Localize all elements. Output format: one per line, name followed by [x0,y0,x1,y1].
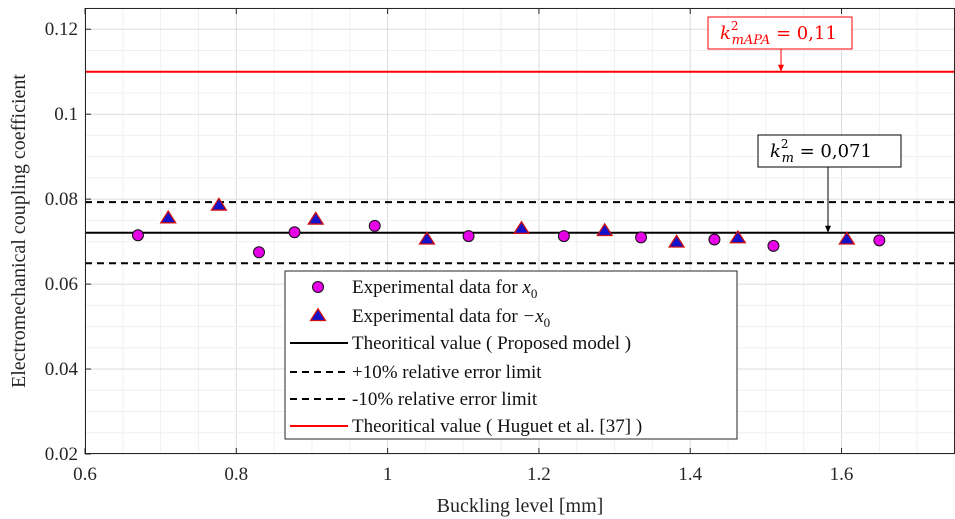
x-tick-label: 1.2 [527,464,551,485]
point-minus-x0 [512,220,531,235]
annotations: k2 mAPA = 0,11 k2 m = 0,071 [707,16,902,233]
legend-label: Experimental data for −x0 [352,306,550,330]
point-minus-x0 [307,211,325,225]
annotation-label: k2 m = 0,071 [770,137,872,166]
data-points [131,197,886,259]
y-axis-label: Electromechanical coupling coefficient [8,74,30,388]
point-minus-x0 [838,231,856,245]
legend-label: +10% relative error limit [352,362,542,383]
point-x0 [708,233,721,246]
axis-ticks: 0.6 0.8 1 1.2 1.4 1.6 0.02 0.04 0.06 0.08 0.1 0.12 [45,8,854,485]
legend-label: Experimental data for x0 [352,277,537,301]
point-x0 [368,219,381,232]
point-minus-x0 [729,229,747,244]
y-tick-label: 0.06 [45,274,78,295]
x-tick-label: 1.6 [830,464,854,485]
point-x0 [557,230,570,243]
annotation-arrowhead [825,225,831,233]
x-axis-label: Buckling level [mm] [437,495,604,517]
point-minus-x0 [210,197,228,211]
annotation-model: k2 m = 0,071 [757,134,902,233]
annotation-box [757,134,902,168]
y-tick-label: 0.12 [45,19,78,40]
legend-box [284,270,738,440]
point-x0 [312,281,324,293]
legend: Experimental data for x0 Experimental dat… [284,270,738,440]
x-tick-label: 0.6 [73,464,97,485]
x-tick-label: 0.8 [224,464,248,485]
point-minus-x0 [159,209,177,224]
annotation-apa: k2 mAPA = 0,11 [707,16,853,72]
annotation-label: k2 mAPA = 0,11 [720,19,837,48]
point-x0 [253,246,265,259]
y-tick-label: 0.04 [45,359,79,380]
legend-symbol [312,281,324,293]
legend-symbol [309,307,327,322]
y-tick-label: 0.08 [45,189,78,210]
point-x0 [288,226,301,239]
annotation-arrowhead [778,64,784,72]
point-minus-x0 [596,222,614,237]
point-x0 [635,231,648,244]
legend-label: Theoritical value ( Huguet et al. [37] ) [352,416,642,437]
point-minus-x0 [667,234,686,248]
point-minus-x0 [309,307,327,322]
point-minus-x0 [418,231,436,245]
point-x0 [873,234,886,247]
annotation-box [707,16,853,50]
point-x0 [131,229,144,242]
x-tick-label: 1 [383,464,393,485]
legend-label: -10% relative error limit [352,389,538,410]
y-tick-label: 0.1 [54,104,78,125]
legend-label: Theoritical value ( Proposed model ) [352,333,631,354]
y-tick-label: 0.02 [45,444,78,465]
x-tick-label: 1.4 [678,464,702,485]
point-x0 [462,230,475,243]
point-x0 [767,239,780,252]
